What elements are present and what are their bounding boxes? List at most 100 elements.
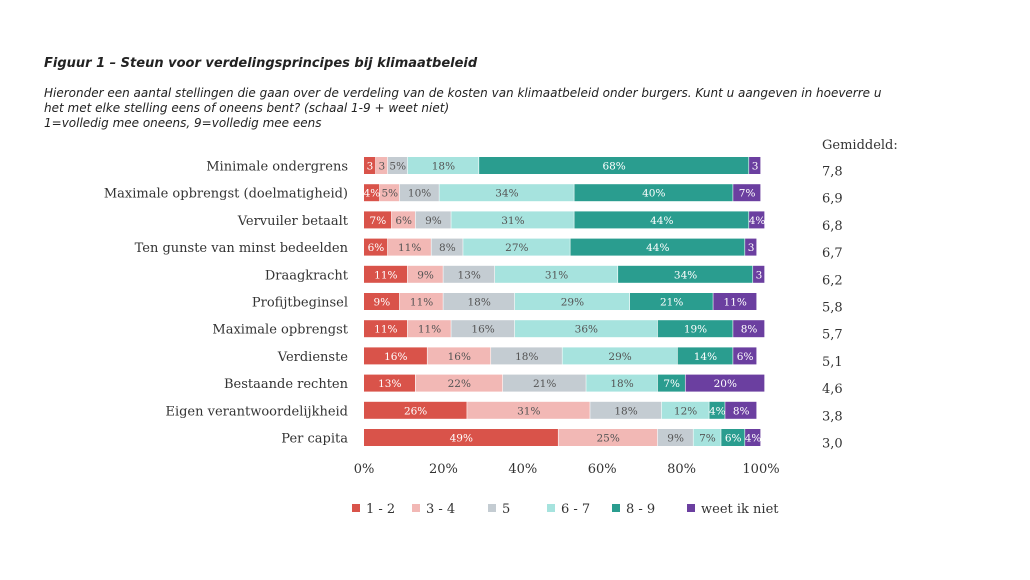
bar-segment [399, 293, 443, 310]
bar-segment [375, 157, 388, 174]
x-tick-label: 60% [588, 462, 617, 477]
data-label: 13% [458, 269, 481, 281]
data-label: 9% [667, 433, 684, 445]
data-label: 12% [674, 405, 697, 417]
average-value: 5,1 [822, 355, 843, 370]
legend-label: 6 - 7 [561, 502, 590, 517]
data-label: 6% [725, 433, 742, 445]
bar-segment [685, 374, 765, 392]
bar-segment [574, 211, 749, 229]
data-label: 9% [425, 215, 442, 227]
chart-title: Figuur 1 – Steun voor verdelingsprincipe… [44, 56, 478, 71]
data-label: 20% [714, 378, 737, 390]
bar-segment [451, 211, 574, 229]
bar-segment [558, 429, 658, 446]
bar-segment [657, 374, 685, 392]
bar-segment [415, 374, 503, 392]
legend-swatch [687, 504, 695, 512]
data-label: 3 [367, 161, 374, 173]
data-label: 11% [724, 297, 747, 309]
bar-segment [733, 347, 757, 365]
bar-segment [364, 184, 380, 202]
average-value: 5,7 [822, 328, 843, 343]
legend-label: 8 - 9 [626, 502, 655, 517]
bar-segment [364, 211, 392, 229]
legend-swatch [488, 504, 496, 512]
bar-segment [463, 238, 570, 256]
bar-segment [618, 265, 753, 283]
data-label: 3 [752, 161, 759, 173]
data-label: 31% [501, 215, 524, 227]
bar-segment [502, 374, 586, 392]
data-label: 7% [370, 215, 387, 227]
data-label: 11% [374, 324, 397, 336]
average-value: 6,8 [822, 219, 843, 234]
data-label: 11% [374, 269, 397, 281]
legend-label: 1 - 2 [366, 502, 395, 517]
bar-segment [407, 157, 479, 174]
data-label: 7% [699, 433, 716, 445]
data-label: 26% [404, 405, 427, 417]
data-label: 16% [384, 351, 407, 363]
data-label: 11% [398, 242, 421, 254]
x-tick-label: 100% [742, 462, 779, 477]
data-label: 21% [533, 378, 556, 390]
data-label: 4% [709, 405, 726, 417]
bar-segment [479, 157, 749, 174]
data-label: 40% [642, 188, 665, 200]
category-label: Vervuiler betaalt [237, 214, 349, 229]
category-label: Eigen verantwoordelijkheid [165, 404, 348, 419]
data-label: 8% [741, 324, 758, 336]
data-label: 18% [432, 161, 455, 173]
bar-segment [364, 429, 558, 446]
data-label: 49% [450, 433, 473, 445]
bar-segment [364, 293, 400, 310]
legend-swatch [612, 504, 620, 512]
data-label: 19% [684, 324, 707, 336]
data-label: 4% [364, 188, 381, 200]
data-label: 3 [379, 161, 386, 173]
data-label: 25% [596, 433, 619, 445]
data-label: 9% [374, 297, 391, 309]
legend-swatch [412, 504, 420, 512]
data-label: 4% [749, 215, 766, 227]
data-label: 21% [660, 297, 683, 309]
average-value: 4,6 [822, 382, 843, 397]
data-label: 31% [517, 405, 540, 417]
data-label: 8% [733, 405, 750, 417]
bar-segment [443, 265, 495, 283]
legend-swatch [352, 504, 360, 512]
data-label: 10% [408, 188, 431, 200]
data-label: 6% [737, 351, 754, 363]
bar-segment [443, 293, 515, 310]
bar-segment [514, 293, 630, 310]
data-label: 16% [471, 324, 494, 336]
bar-segment [586, 374, 658, 392]
category-label: Minimale ondergrens [206, 160, 348, 175]
average-value: 5,8 [822, 301, 843, 316]
data-label: 3 [748, 242, 755, 254]
category-label: Maximale opbrengst (doelmatigheid) [104, 187, 348, 202]
bar-segment [677, 347, 733, 365]
data-label: 18% [614, 405, 637, 417]
data-label: 18% [467, 297, 490, 309]
bar-segment [491, 347, 562, 365]
bar-segment [391, 211, 416, 229]
bar-segment [514, 320, 658, 338]
bar-segment [415, 211, 451, 229]
legend-label: 5 [502, 502, 510, 517]
x-tick-label: 20% [429, 462, 458, 477]
bar-segment [709, 401, 725, 419]
average-value: 6,2 [822, 273, 843, 288]
data-label: 29% [561, 297, 584, 309]
x-tick-label: 40% [508, 462, 537, 477]
bar-segment [495, 265, 618, 283]
data-label: 34% [674, 269, 697, 281]
data-label: 5% [389, 161, 406, 173]
bar-segment [749, 211, 765, 229]
bar-segment [399, 184, 439, 202]
data-label: 18% [515, 351, 538, 363]
data-label: 7% [739, 188, 756, 200]
data-label: 8% [439, 242, 456, 254]
category-label: Verdienste [277, 350, 349, 365]
